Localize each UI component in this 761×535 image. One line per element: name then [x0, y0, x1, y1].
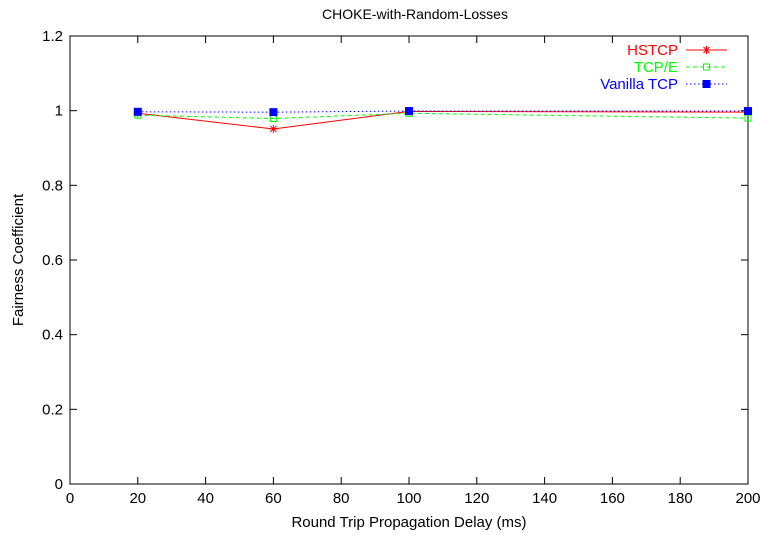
y-tick-label: 0.2 — [42, 401, 63, 418]
legend-label: Vanilla TCP — [600, 76, 678, 93]
y-tick-label: 1.2 — [42, 28, 63, 45]
y-tick-label: 0.8 — [42, 177, 63, 194]
y-axis-label: Fairness Coefficient — [10, 193, 27, 326]
plot-frame — [69, 35, 749, 485]
x-axis-label: Round Trip Propagation Delay (ms) — [291, 514, 526, 531]
series-line — [137, 112, 749, 120]
y-tick-label: 0 — [55, 476, 63, 493]
x-tick-label: 20 — [129, 490, 146, 507]
legend-marker — [702, 80, 711, 88]
data-point — [133, 107, 142, 116]
x-tick-label: 0 — [66, 490, 74, 507]
x-tick-label: 40 — [197, 490, 214, 507]
chart-title: CHOKE-with-Random-Losses — [322, 6, 508, 22]
x-tick-label: 180 — [668, 490, 693, 507]
x-tick-label: 100 — [396, 490, 421, 507]
y-tick-label: 0.6 — [42, 252, 63, 269]
x-tick-label: 120 — [464, 490, 489, 507]
series-line — [137, 110, 748, 113]
y-tick-label: 0.4 — [42, 327, 63, 344]
x-tick-label: 200 — [735, 490, 760, 507]
data-point — [744, 114, 752, 122]
legend-label: HSTCP — [627, 42, 678, 59]
legend-label: TCP/E — [634, 59, 678, 76]
data-point — [269, 108, 278, 117]
data-point — [744, 107, 752, 116]
legend-marker — [703, 63, 710, 71]
x-tick-label: 160 — [600, 490, 625, 507]
x-tick-label: 80 — [333, 490, 350, 507]
legend-marker — [702, 46, 711, 54]
x-tick-label: 140 — [532, 490, 557, 507]
x-tick-label: 60 — [265, 490, 282, 507]
y-tick-label: 1 — [55, 103, 63, 120]
data-point — [405, 107, 413, 116]
axis-ticks: 0 20 40 60 80 100 120 140 160 180 200 0 0.2 0.4 0.6 0.8… — [42, 28, 760, 507]
series-layer — [133, 107, 752, 133]
data-point — [269, 124, 278, 133]
series-line — [137, 110, 749, 130]
